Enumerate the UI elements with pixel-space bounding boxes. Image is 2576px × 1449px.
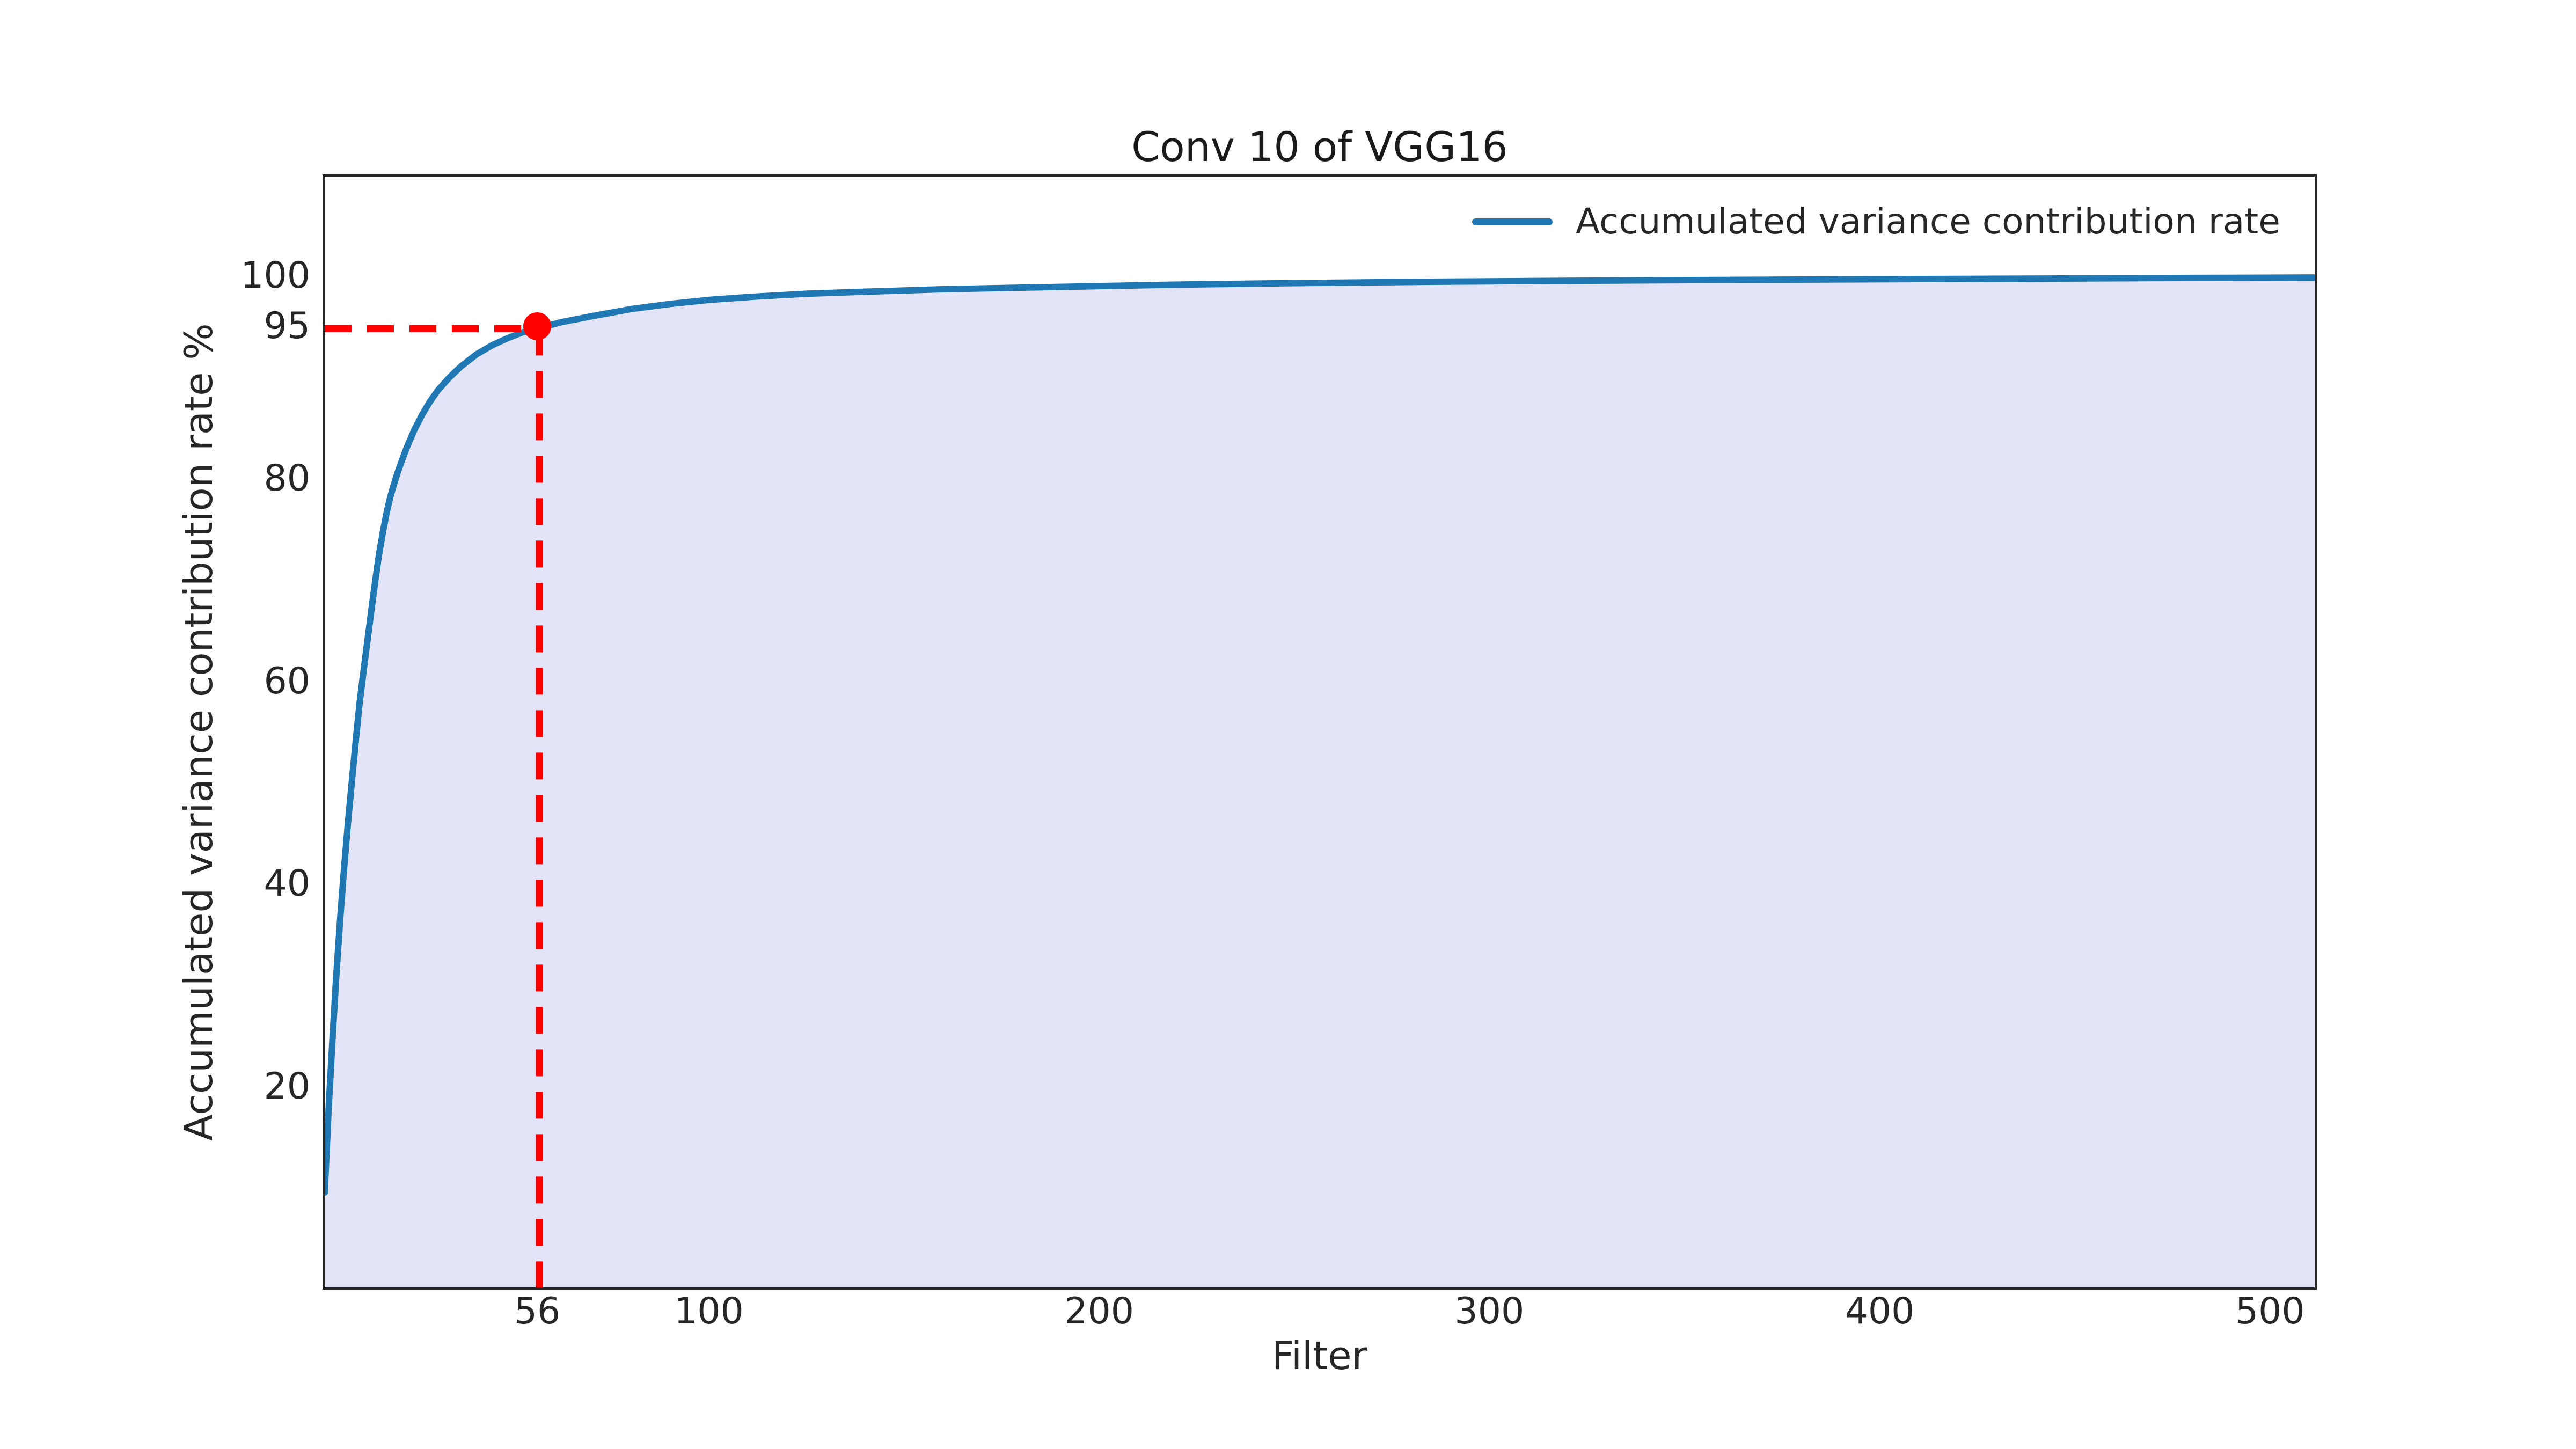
x-axis-label: Filter: [1271, 1333, 1368, 1378]
legend-label: Accumulated variance contribution rate: [1576, 201, 2280, 242]
x-tick-label: 300: [1454, 1290, 1525, 1333]
curve-line: [325, 277, 2315, 1192]
y-tick-label: 60: [264, 660, 310, 702]
legend-line-swatch: [1472, 218, 1553, 225]
x-tick-label: 100: [674, 1290, 744, 1333]
x-tick-label: 200: [1064, 1290, 1135, 1333]
x-tick-label: 56: [514, 1290, 561, 1333]
threshold-crosshair: [325, 325, 543, 1287]
y-tick-label: 80: [264, 457, 310, 500]
accumulated-variance-curve: [325, 177, 2315, 1287]
x-tick-label: 500: [2235, 1290, 2305, 1333]
y-tick-label: 95: [264, 305, 310, 348]
marked-point-dot: [523, 312, 551, 341]
x-tick-label: 400: [1845, 1290, 1915, 1333]
curve-fill-area: [325, 277, 2315, 1287]
plot-area: [323, 174, 2317, 1290]
y-axis-label: Accumulated variance contribution rate %: [176, 323, 221, 1141]
y-tick-label: 40: [264, 862, 310, 905]
y-tick-label: 100: [240, 254, 310, 297]
chart-title: Conv 10 of VGG16: [1131, 123, 1508, 171]
y-tick-label: 20: [264, 1065, 310, 1108]
legend: Accumulated variance contribution rate: [1472, 201, 2280, 243]
